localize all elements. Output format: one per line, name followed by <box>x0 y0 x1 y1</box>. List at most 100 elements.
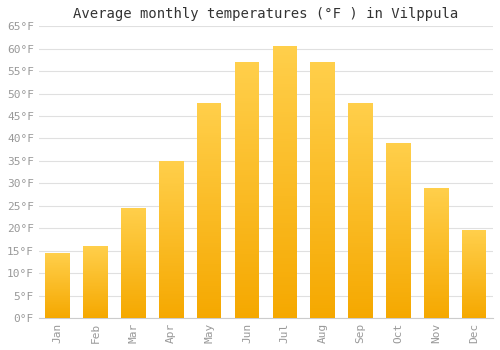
Bar <box>234 118 260 121</box>
Bar <box>197 314 222 316</box>
Bar <box>424 246 448 248</box>
Bar <box>197 258 222 260</box>
Bar <box>234 144 260 147</box>
Bar <box>46 274 70 275</box>
Bar <box>159 189 184 191</box>
Bar <box>310 203 335 205</box>
Bar <box>197 273 222 275</box>
Bar <box>84 267 108 268</box>
Bar <box>197 303 222 305</box>
Bar <box>84 279 108 280</box>
Bar <box>386 241 410 243</box>
Bar <box>348 221 373 223</box>
Bar <box>272 84 297 87</box>
Bar <box>197 172 222 174</box>
Bar <box>424 287 448 288</box>
Bar <box>424 222 448 223</box>
Bar <box>310 162 335 164</box>
Bar <box>159 210 184 211</box>
Bar <box>234 70 260 72</box>
Bar <box>424 197 448 198</box>
Bar <box>121 281 146 282</box>
Bar <box>348 103 373 105</box>
Bar <box>159 287 184 288</box>
Bar <box>46 306 70 307</box>
Bar <box>46 287 70 288</box>
Bar <box>462 277 486 278</box>
Bar <box>121 277 146 278</box>
Bar <box>386 190 410 192</box>
Bar <box>121 222 146 223</box>
Bar <box>424 212 448 214</box>
Bar <box>234 83 260 85</box>
Bar <box>121 233 146 235</box>
Bar <box>424 306 448 308</box>
Bar <box>84 265 108 266</box>
Bar <box>348 279 373 281</box>
Bar <box>386 243 410 244</box>
Bar <box>310 298 335 300</box>
Bar <box>197 268 222 271</box>
Bar <box>46 317 70 318</box>
Bar <box>159 274 184 275</box>
Bar <box>310 98 335 100</box>
Bar <box>424 228 448 230</box>
Bar <box>234 116 260 118</box>
Bar <box>272 169 297 172</box>
Bar <box>348 264 373 266</box>
Bar <box>159 246 184 247</box>
Bar <box>84 312 108 313</box>
Bar <box>84 281 108 282</box>
Bar <box>197 301 222 303</box>
Bar <box>386 248 410 250</box>
Bar <box>84 270 108 271</box>
Bar <box>272 101 297 104</box>
Bar <box>197 245 222 247</box>
Bar <box>234 315 260 318</box>
Bar <box>159 252 184 253</box>
Bar <box>272 242 297 245</box>
Bar <box>121 236 146 237</box>
Bar <box>234 111 260 113</box>
Bar <box>462 296 486 297</box>
Bar <box>272 76 297 79</box>
Bar <box>310 208 335 210</box>
Bar <box>121 288 146 289</box>
Bar <box>348 195 373 197</box>
Bar <box>462 278 486 279</box>
Bar <box>234 162 260 164</box>
Bar <box>424 288 448 289</box>
Bar <box>234 223 260 226</box>
Bar <box>424 189 448 190</box>
Bar <box>462 241 486 242</box>
Bar <box>310 108 335 111</box>
Bar <box>84 258 108 259</box>
Bar <box>272 245 297 247</box>
Bar <box>310 218 335 221</box>
Bar <box>197 204 222 206</box>
Bar <box>348 113 373 116</box>
Bar <box>424 243 448 244</box>
Bar <box>310 239 335 241</box>
Bar <box>348 212 373 215</box>
Bar <box>424 315 448 317</box>
Bar <box>159 247 184 249</box>
Bar <box>121 307 146 308</box>
Bar <box>386 211 410 213</box>
Bar <box>84 286 108 287</box>
Bar <box>462 262 486 263</box>
Bar <box>197 182 222 184</box>
Bar <box>272 172 297 174</box>
Bar <box>424 194 448 196</box>
Bar <box>424 272 448 274</box>
Bar <box>272 226 297 228</box>
Bar <box>386 195 410 197</box>
Bar <box>234 244 260 246</box>
Bar <box>234 254 260 257</box>
Bar <box>272 310 297 313</box>
Bar <box>386 250 410 251</box>
Bar <box>234 154 260 157</box>
Bar <box>462 314 486 315</box>
Bar <box>46 273 70 274</box>
Bar <box>386 220 410 222</box>
